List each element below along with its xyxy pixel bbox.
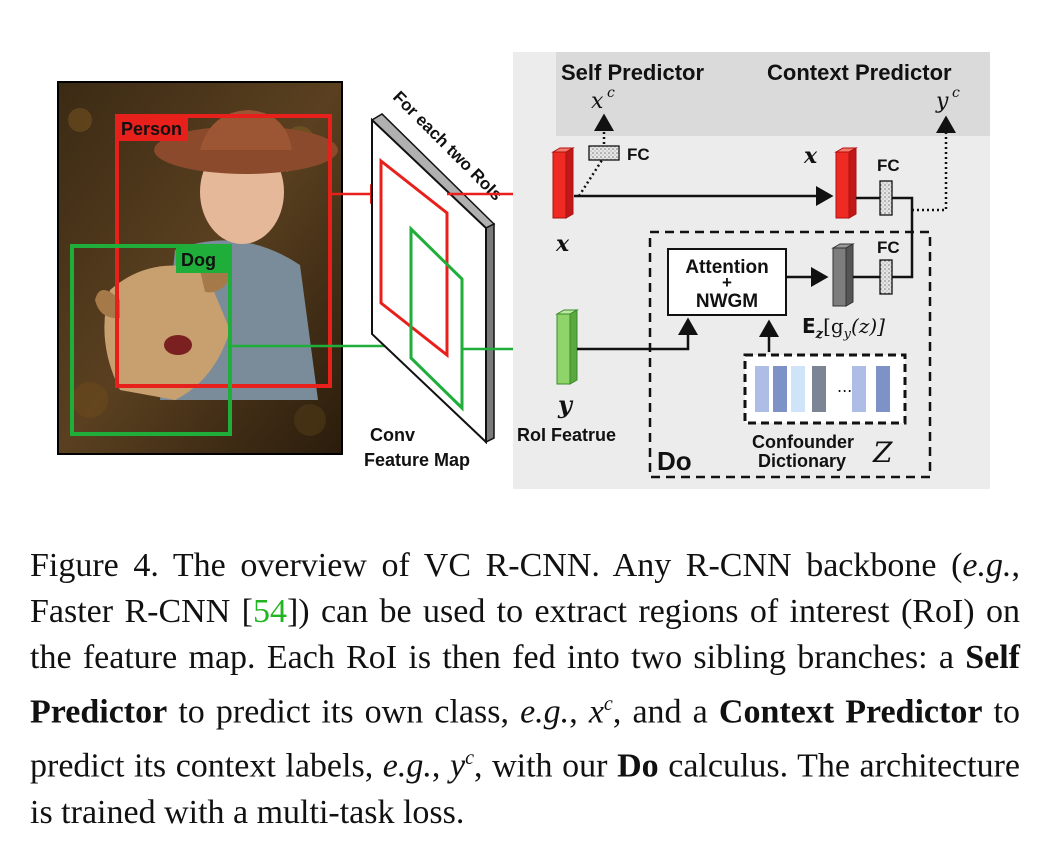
dictionary-entry [755,366,769,412]
context-predictor-title: Context Predictor [767,60,952,85]
figure-caption: Figure 4. The overview of VC R-CNN. Any … [30,543,1020,836]
y-to-attention-arrow [577,317,698,351]
z-dictionary-symbol: Z [872,436,893,469]
context-x-symbol: x [803,143,818,169]
self-fc-label: FC [627,145,650,164]
caption-context-predictor: Context Predictor [718,693,983,731]
expectation-formula: Ez[gy(z)] [802,314,885,342]
context-to-yc-arrow [912,115,956,212]
predictor-header [556,52,990,136]
xc-symbol: x [591,89,604,114]
caption-text: , [431,747,450,785]
dictionary-label: Dictionary [758,451,846,471]
x-symbol: x [555,231,570,257]
dictionary-entry [773,366,787,412]
caption-text: , and a [612,693,719,731]
dog-bounding-box: Dog [70,244,232,436]
context-fc-bottom-block [879,259,893,295]
roi-feature-label: RoI Featrue [517,425,616,445]
caption-text: , [569,693,589,731]
caption-xc: x [588,693,604,731]
citation-link[interactable]: 54 [252,593,287,630]
expectation-feature [831,243,855,307]
x-roi-feature [551,147,575,219]
dictionary-ellipsis: ... [837,377,852,396]
caption-eg: e.g. [962,547,1012,584]
y-symbol: y [557,390,574,419]
caption-text: to predict its context labels, [30,693,1020,785]
caption-self-predictor: Self Predictor [30,639,1020,731]
caption-fig-number: Figure 4. [30,547,159,584]
dictionary-entry [812,366,826,412]
fc-merge-line [892,196,914,279]
caption-yc: y [450,747,466,785]
caption-text: calculus. The architecture is trained wi… [30,747,1020,831]
do-label: Do [657,446,692,476]
conv-label: Conv [370,425,415,445]
person-label: Person [121,119,182,139]
plus-label: + [722,273,732,292]
dictionary-entry [876,366,890,412]
caption-text: to predict its own class, [167,693,521,731]
caption-eg: e.g. [520,693,570,731]
vc-rcnn-diagram: Person Dog For each two RoIs Conv Featur… [57,52,990,489]
context-x-feature [834,147,858,219]
nwgm-label: NWGM [696,291,758,312]
context-fc-top-block [879,180,893,216]
yc-symbol: y [935,89,949,114]
caption-text: , with our [473,747,618,785]
context-fc-top-label: FC [877,156,900,175]
feature-map-roi-red [379,157,449,359]
input-photo [57,81,343,455]
y-roi-feature [555,309,579,385]
caption-eg: e.g. [382,747,432,785]
confounder-dictionary-entries [755,366,890,412]
xc-superscript: c [607,85,615,101]
caption-sup: c [603,693,613,715]
context-fc-bottom-label: FC [877,238,900,257]
do-region [648,230,932,479]
feature-map-label: Feature Map [364,450,470,470]
caption-text: The overview of VC R-CNN. Any R-CNN back… [158,547,963,584]
person-bounding-box: Person [115,114,332,388]
yc-superscript: c [952,85,960,101]
self-predictor-title: Self Predictor [561,60,704,85]
dictionary-entry [852,366,866,412]
attention-label: Attention [685,257,768,278]
conv-feature-map: For each two RoIs Conv Feature Map [364,87,506,470]
caption-text: ]) can be used to extract regions of int… [30,593,1020,676]
attention-nwgm-box [667,248,787,316]
dog-label: Dog [181,250,216,270]
feature-map-roi-green [409,225,464,412]
caption-text: , Faster R-CNN [ [30,547,1020,630]
confounder-label: Confounder [752,432,854,452]
caption-sup: c [465,747,474,770]
dictionary-entry [791,366,805,412]
caption-do: Do [617,747,659,785]
self-fc-block [588,145,620,161]
